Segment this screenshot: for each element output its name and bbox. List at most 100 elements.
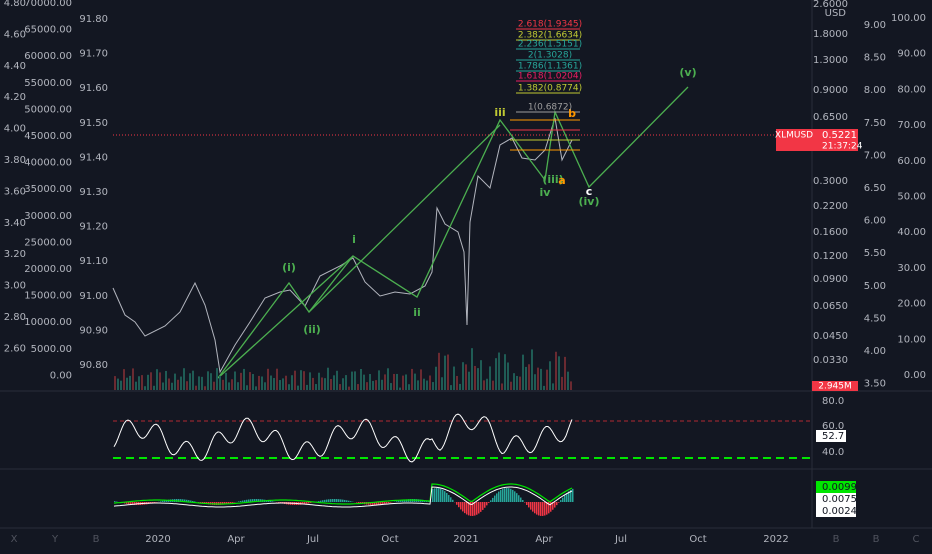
- volume-bar: [186, 381, 188, 390]
- volume-bar: [483, 380, 485, 390]
- volume-bar: [441, 377, 443, 390]
- corner-icon: C: [913, 534, 920, 545]
- corner-icon: X: [11, 534, 18, 545]
- macd-bar: [476, 502, 478, 515]
- right-axis-label: 0.3000: [813, 176, 848, 187]
- volume-bar: [489, 366, 491, 390]
- wave-label: (v): [679, 66, 696, 79]
- volume-bar: [534, 374, 536, 390]
- macd-bar: [566, 493, 568, 502]
- right-axis-label: 4.00: [864, 346, 886, 357]
- right-axis-label: 80.00: [897, 84, 926, 95]
- left-axis-label: 91.30: [79, 187, 108, 198]
- volume-bar: [228, 382, 230, 390]
- volume-bar: [141, 375, 143, 390]
- macd-tag: 0.0099: [822, 482, 857, 493]
- left-axis-label: 91.80: [79, 14, 108, 25]
- left-axis-label: 15000.00: [24, 291, 72, 302]
- volume-bar: [339, 384, 341, 390]
- right-axis-label: 0.00: [904, 370, 926, 381]
- left-axis-label: 91.50: [79, 118, 108, 129]
- wave-label: ii: [413, 306, 421, 319]
- fib-label: 1(0.6872): [528, 103, 572, 113]
- left-axis-label: 90.90: [79, 325, 108, 336]
- volume-bar: [297, 386, 299, 390]
- volume-bar: [477, 368, 479, 390]
- volume-bar: [300, 370, 302, 390]
- macd-bar: [562, 498, 564, 502]
- left-axis-label: 4.60: [4, 29, 26, 40]
- right-axis-label: 0.0900: [813, 274, 848, 285]
- volume-bar: [507, 362, 509, 390]
- left-axis-label: 3.60: [4, 186, 26, 197]
- macd-bar: [240, 501, 242, 502]
- volume-bar: [558, 356, 560, 390]
- volume-bar: [456, 376, 458, 390]
- macd-bar: [246, 500, 248, 502]
- volume-bar: [312, 378, 314, 390]
- macd-tag: 0.0075: [822, 494, 857, 505]
- macd-bar: [524, 502, 526, 503]
- right-axis-label: 5.00: [864, 281, 886, 292]
- volume-bar: [351, 372, 353, 390]
- volume-bar: [369, 374, 371, 390]
- volume-bar: [381, 380, 383, 390]
- macd-bar: [350, 501, 352, 502]
- macd-bar: [388, 502, 390, 503]
- volume-bar: [432, 382, 434, 390]
- left-axis-label: 91.70: [79, 49, 108, 60]
- fib-label: 2.618(1.9345): [518, 20, 582, 30]
- volume-bar: [360, 369, 362, 390]
- macd-bar: [440, 489, 442, 502]
- macd-bar: [438, 488, 440, 502]
- macd-bar: [528, 502, 530, 507]
- macd-bar: [492, 498, 494, 502]
- volume-bar: [462, 362, 464, 390]
- right-axis-label: 9.00: [864, 20, 886, 31]
- left-axis-label: 30000.00: [24, 211, 72, 222]
- fib-label: 1.786(1.1361): [518, 62, 582, 72]
- volume-bar: [261, 377, 263, 390]
- volume-bar: [210, 373, 212, 390]
- volume-bar: [411, 369, 413, 390]
- volume-bar: [531, 349, 533, 390]
- x-axis-label: 2020: [145, 534, 170, 545]
- macd-bar: [452, 500, 454, 502]
- ticker-symbol: XLMUSD: [775, 131, 813, 141]
- volume-bar: [372, 381, 374, 390]
- right-axis-label: 0.0330: [813, 355, 848, 366]
- volume-bar: [528, 364, 530, 390]
- volume-bar: [180, 377, 182, 390]
- volume-bar: [240, 373, 242, 390]
- right-axis-label: 50.00: [897, 192, 926, 203]
- volume-bar: [552, 383, 554, 390]
- volume-bar: [135, 382, 137, 390]
- volume-bar: [423, 379, 425, 390]
- macd-bar: [508, 488, 510, 502]
- volume-bar: [201, 377, 203, 390]
- left-axis-label: 40000.00: [24, 158, 72, 169]
- volume-bar: [408, 384, 410, 390]
- volume-bar: [540, 369, 542, 390]
- left-axis-label: 91.60: [79, 83, 108, 94]
- macd-bar: [572, 489, 574, 502]
- macd-bar: [564, 495, 566, 502]
- macd-bar: [340, 499, 342, 502]
- right-axis-label: 7.00: [864, 150, 886, 161]
- volume-bar: [315, 384, 317, 390]
- volume-bar: [309, 372, 311, 390]
- macd-bar: [500, 490, 502, 502]
- volume-bar: [564, 357, 566, 390]
- volume-bar: [513, 373, 515, 390]
- volume-bar: [285, 376, 287, 390]
- macd-bar: [390, 502, 392, 503]
- volume-bar: [549, 361, 551, 390]
- macd-bar: [444, 491, 446, 502]
- volume-bar: [114, 376, 116, 390]
- macd-bar: [478, 502, 480, 513]
- volume-bar: [561, 377, 563, 390]
- left-axis-label: 4.40: [4, 61, 26, 72]
- left-axis-label: 45000.00: [24, 131, 72, 142]
- volume-bar: [438, 353, 440, 390]
- volume-bar: [426, 381, 428, 390]
